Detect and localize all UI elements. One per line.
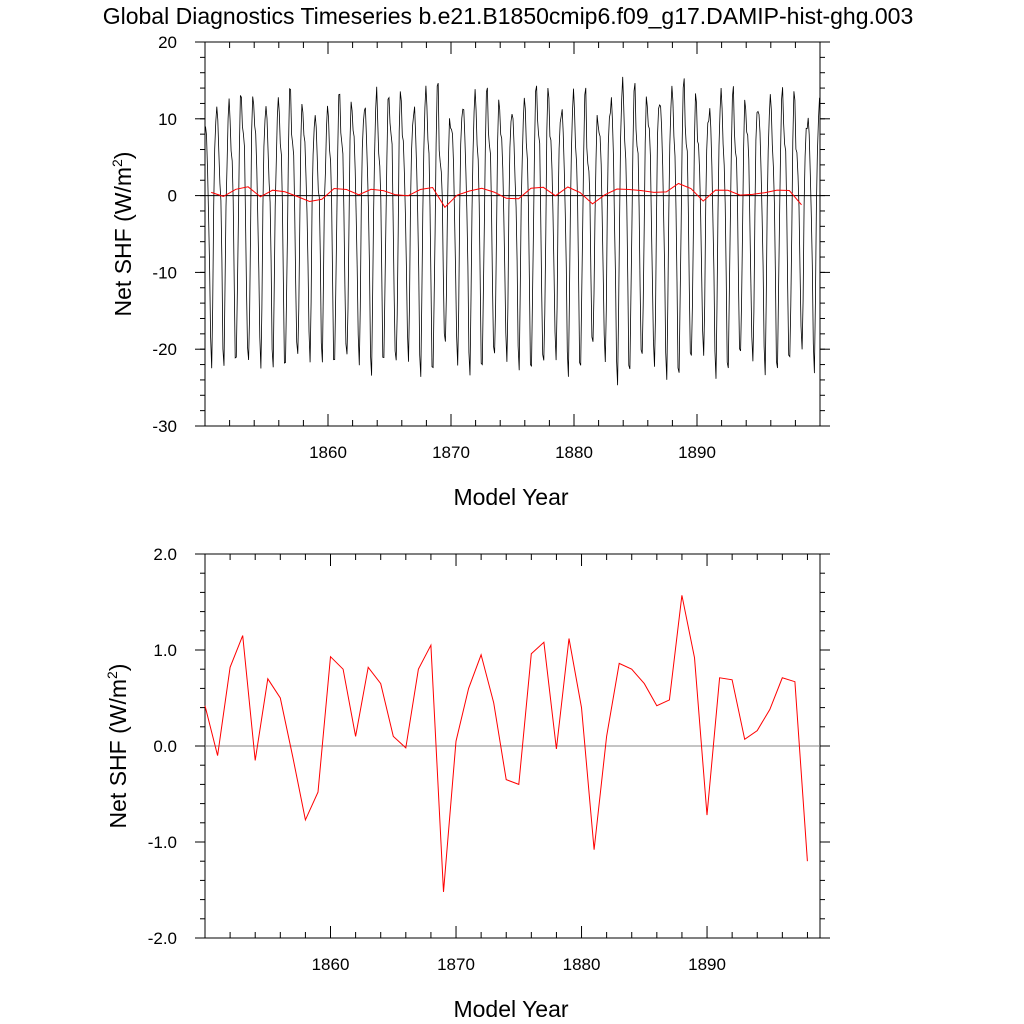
y-tick-label: 0.0 xyxy=(153,737,177,756)
x-tick-label: 1890 xyxy=(678,443,716,462)
bottom-y-axis-label: Net SHF (W/m2) xyxy=(104,664,131,829)
x-tick-label: 1880 xyxy=(555,443,593,462)
x-tick-label: 1860 xyxy=(312,955,350,974)
bottom-annual-series xyxy=(204,595,808,892)
y-tick-label: 20 xyxy=(158,33,177,52)
y-tick-label: -20 xyxy=(152,340,177,359)
y-tick-label: -10 xyxy=(152,263,177,282)
top-y-tick-labels: 20 10 0 -10 -20 -30 xyxy=(152,33,177,436)
y-tick-label: 1.0 xyxy=(153,641,177,660)
x-tick-label: 1880 xyxy=(563,955,601,974)
bottom-x-tick-labels: 1860 1870 1880 1890 xyxy=(312,955,726,974)
y-tick-label: -30 xyxy=(152,417,177,436)
x-tick-label: 1870 xyxy=(432,443,470,462)
x-tick-label: 1870 xyxy=(437,955,475,974)
y-tick-label: -1.0 xyxy=(148,833,177,852)
top-ticks xyxy=(195,41,830,427)
bottom-ticks xyxy=(195,553,830,939)
bottom-x-axis-label: Model Year xyxy=(453,996,568,1022)
top-x-tick-labels: 1860 1870 1880 1890 xyxy=(309,443,716,462)
top-panel: 20 10 0 -10 -20 -30 1860 1870 1880 1890 Model Ye… xyxy=(109,33,830,510)
top-monthly-series xyxy=(205,76,820,386)
top-x-axis-label: Model Year xyxy=(453,484,568,510)
y-tick-label: -2.0 xyxy=(148,929,177,948)
annual-net-shf-line-bottom xyxy=(204,595,808,892)
annual-net-shf-line-top xyxy=(211,182,802,209)
top-y-axis-label: Net SHF (W/m2) xyxy=(109,152,136,317)
x-tick-label: 1860 xyxy=(309,443,347,462)
y-tick-label: 0 xyxy=(168,187,177,206)
top-plot-frame xyxy=(204,41,821,427)
bottom-y-tick-labels: 2.0 1.0 0.0 -1.0 -2.0 xyxy=(148,545,177,948)
x-tick-label: 1890 xyxy=(688,955,726,974)
figure-title: Global Diagnostics Timeseries b.e21.B185… xyxy=(103,3,914,29)
bottom-panel: 2.0 1.0 0.0 -1.0 -2.0 1860 1870 1880 1890 Model… xyxy=(104,545,830,1022)
top-annual-series xyxy=(211,182,802,209)
y-tick-label: 2.0 xyxy=(153,545,177,564)
monthly-net-shf-line xyxy=(205,76,820,386)
y-tick-label: 10 xyxy=(158,110,177,129)
